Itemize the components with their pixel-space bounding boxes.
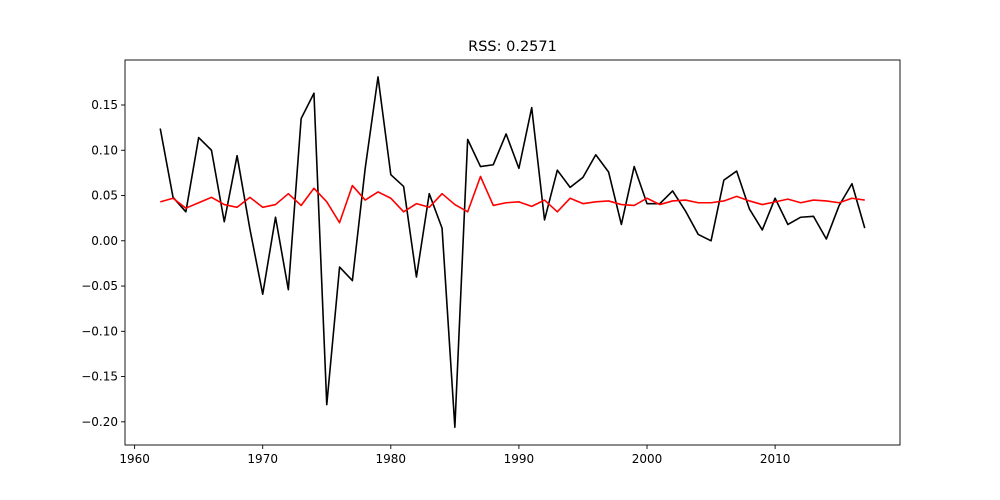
x-tick-label: 2010 xyxy=(760,452,791,466)
axes-layer: 1960 1970 1980 1990 2000 2010 −0.20 −0.15 −0.10 −… xyxy=(81,59,901,466)
x-tick-label: 1990 xyxy=(504,452,535,466)
y-tick-label: −0.15 xyxy=(81,370,118,384)
x-tick-label: 1980 xyxy=(376,452,407,466)
chart-title: RSS: 0.2571 xyxy=(468,39,557,55)
y-tick-label: 0.00 xyxy=(91,234,118,248)
y-tick-label: −0.20 xyxy=(81,415,118,429)
series-line-1 xyxy=(159,76,866,429)
series-line-2 xyxy=(160,175,865,224)
x-tick-label: 1960 xyxy=(119,452,150,466)
y-tick-label: 0.15 xyxy=(91,98,118,112)
plot-frame xyxy=(124,59,901,446)
y-tick-label: −0.05 xyxy=(81,279,118,293)
y-tick-label: 0.05 xyxy=(91,189,118,203)
y-tick-label: −0.10 xyxy=(81,324,118,338)
x-tick-label: 2000 xyxy=(632,452,663,466)
x-tick-label: 1970 xyxy=(247,452,278,466)
y-tick-label: 0.10 xyxy=(91,143,118,157)
series-layer xyxy=(159,76,866,429)
